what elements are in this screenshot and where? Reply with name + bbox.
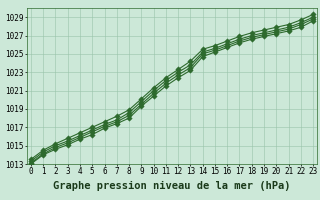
X-axis label: Graphe pression niveau de la mer (hPa): Graphe pression niveau de la mer (hPa) [53, 181, 291, 191]
